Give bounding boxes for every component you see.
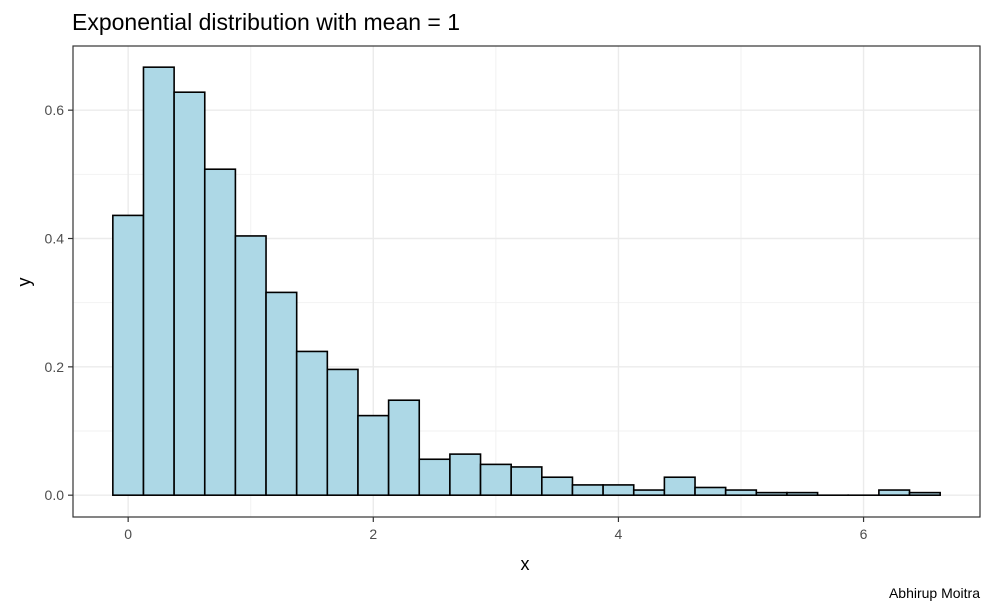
histogram-bar	[479, 463, 512, 496]
histogram-bar	[142, 66, 175, 496]
histogram-bar	[418, 458, 451, 496]
x-tick-label: 2	[369, 526, 377, 542]
histogram-bar	[571, 484, 604, 496]
histogram-bar	[357, 414, 390, 496]
histogram-bar	[173, 91, 206, 496]
y-tick-label: 0.4	[45, 231, 65, 247]
histogram-bar	[203, 168, 237, 496]
histogram-bar	[510, 466, 543, 496]
histogram-bar	[755, 491, 788, 496]
y-tick-label: 0.0	[45, 487, 65, 503]
histogram-bar	[694, 486, 727, 496]
histogram-bar	[234, 235, 267, 496]
histogram-bar	[602, 484, 635, 496]
plot-panel-border	[72, 45, 981, 518]
histogram-bar	[265, 291, 298, 496]
x-tick-label: 4	[615, 526, 623, 542]
histogram-bar	[878, 489, 911, 496]
x-tick-label: 0	[124, 526, 132, 542]
x-axis-title: x	[521, 554, 530, 574]
x-axis-ticks: 0 2 4 6	[124, 517, 868, 542]
bars	[112, 66, 941, 496]
chart-title: Exponential distribution with mean = 1	[72, 9, 460, 35]
histogram-bar	[541, 476, 574, 496]
histogram-bar	[112, 214, 145, 496]
histogram-bar	[908, 491, 941, 496]
y-tick-label: 0.6	[45, 102, 65, 118]
histogram-bar	[449, 453, 482, 496]
y-axis-ticks: 0.0 0.2 0.4 0.6	[45, 102, 73, 503]
chart-caption: Abhirup Moitra	[889, 585, 980, 601]
histogram-bar	[663, 476, 696, 496]
histogram-bar	[387, 399, 421, 496]
histogram-bar	[724, 489, 758, 496]
histogram-bar	[786, 491, 819, 496]
histogram-bar	[632, 489, 666, 496]
y-tick-label: 0.2	[45, 359, 65, 375]
x-tick-label: 6	[860, 526, 868, 542]
histogram-bar	[295, 350, 329, 496]
y-axis-title: y	[14, 278, 34, 287]
histogram-bar	[326, 368, 359, 496]
